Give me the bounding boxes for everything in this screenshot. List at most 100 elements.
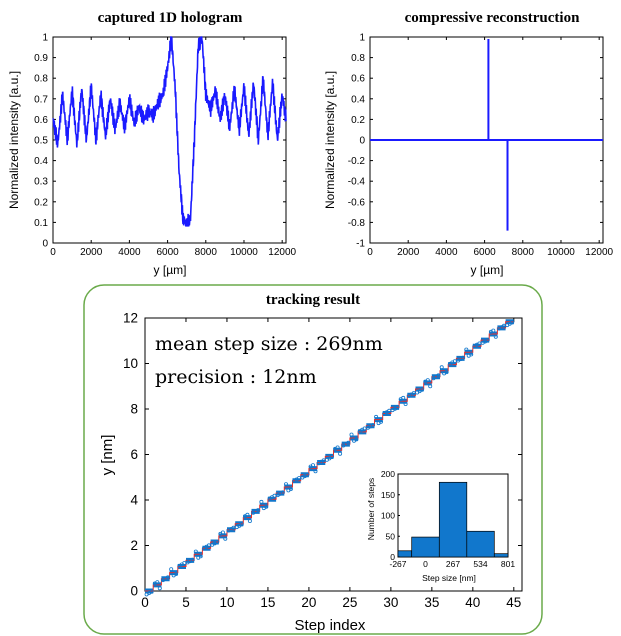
hologram-xtick-label: 6000 [156,247,179,258]
tracking-point [378,419,383,424]
tracking-point [444,370,449,375]
annotation-mean-step: mean step size : 269nm [155,333,383,355]
inset-bar [438,481,468,558]
reconstruction-ytick-label: 0 [359,136,365,147]
tracking-xtick-label: 40 [465,595,480,610]
hologram-ytick-label: 1 [42,33,48,44]
tracking-ytick-label: 8 [130,402,138,417]
inset-xtick-label: 534 [473,559,487,569]
reconstruction-ytick-label: -0.4 [348,177,366,188]
inset-bar [411,536,440,558]
inset-xlabel: Step size [nm] [422,573,476,583]
chart1-ylabel: Normalized intensity [a.u.] [7,71,21,209]
inset-xtick-label: -267 [389,559,406,569]
tracking-point [403,401,408,406]
tracking-point [169,567,174,572]
tracking-point [370,423,375,428]
tracking-point [436,373,441,378]
tracking-point [198,554,203,559]
tracking-point [469,352,474,357]
tracking-point [247,519,252,524]
tracking-point [510,320,515,325]
tracking-point [215,540,220,545]
inset-ytick-label: 200 [381,469,395,479]
reconstruction-xtick-label: 12000 [585,247,613,258]
hologram-ytick-label: 0 [42,239,48,250]
tracking-xtick-label: 10 [219,595,234,610]
tracking-point [280,490,285,495]
tracking-point [190,557,195,562]
tracking-xtick-label: 45 [506,595,521,610]
chart1-xlabel: y [µm] [154,263,187,277]
tracking-point [439,365,444,370]
chart2-ylabel: Normalized intensity [a.u.] [323,71,337,209]
chart1-title: captured 1D hologram [98,10,243,26]
tracking-point [174,572,179,577]
hologram-xtick-label: 2000 [80,247,103,258]
reconstruction-xtick-label: 2000 [397,247,420,258]
hologram-ytick-label: 0.5 [34,136,48,147]
tracking-point [313,469,318,474]
tracking-ytick-label: 2 [130,538,138,553]
tracking-xtick-label: 15 [260,595,275,610]
hologram-ytick-label: 0.3 [34,177,48,188]
inset-ylabel: Number of steps [366,478,376,540]
hologram-xtick-label: 4000 [118,247,141,258]
tracking-point [460,355,465,360]
hologram-ytick-label: 0.7 [34,94,48,105]
hologram-ytick-label: 0.2 [34,197,48,208]
tracking-point [155,580,160,585]
tracking-point [354,437,359,442]
tracking-xtick-label: 30 [383,595,398,610]
tracking-xtick-label: 0 [141,595,149,610]
tracking-point [346,440,351,445]
tracking-panel-frame [83,284,543,635]
inset-xtick-label: 801 [501,559,515,569]
chart3-ylabel: y [nm] [99,435,116,476]
tracking-point [288,486,293,491]
tracking-ytick-label: 4 [130,493,138,508]
tracking-point [283,482,288,487]
hologram-ytick-label: 0.9 [34,53,48,64]
tracking-point [223,536,228,541]
chart3-title: tracking result [266,292,360,308]
hologram-xtick-label: 0 [50,247,56,258]
inset-bar [397,550,413,558]
inset-ytick-label: 150 [381,490,395,500]
annotation-precision: precision : 12nm [155,366,317,388]
tracking-point [349,432,354,437]
tracking-point [239,522,244,527]
tracking-point [220,530,225,535]
tracking-point [428,384,433,389]
inset-ytick-label: 100 [381,511,395,521]
tracking-point [491,328,496,333]
tracking-point [264,504,269,509]
tracking-ytick-label: 6 [130,447,138,462]
tracking-ytick-label: 0 [130,584,138,599]
hologram-xtick-label: 8000 [195,247,218,258]
chart3-xlabel: Step index [295,617,366,634]
hologram-xtick-label: 10000 [230,247,258,258]
inset-ytick-label: 50 [386,531,396,541]
tracking-point [464,347,469,352]
tracking-point [485,338,490,343]
hologram-ytick-label: 0.1 [34,218,48,229]
inset-xtick-label: 267 [446,559,460,569]
tracking-point [165,575,170,580]
reconstruction-ytick-label: 0.2 [351,115,365,126]
reconstruction-ytick-label: 0.8 [351,53,365,64]
reconstruction-ytick-label: 0.6 [351,74,365,85]
tracking-point [310,463,315,468]
reconstruction-ytick-label: -0.2 [348,156,366,167]
tracking-point [193,549,198,554]
tracking-point [305,472,310,477]
reconstruction-xtick-label: 0 [367,247,373,258]
hologram-xtick-label: 12000 [268,247,296,258]
inset-ytick-label: 0 [390,552,395,562]
hologram-ytick-label: 0.8 [34,74,48,85]
inset-bar [466,530,495,558]
tracking-point [157,586,162,591]
tracking-point [256,508,261,513]
hologram-ytick-label: 0.4 [34,156,48,167]
